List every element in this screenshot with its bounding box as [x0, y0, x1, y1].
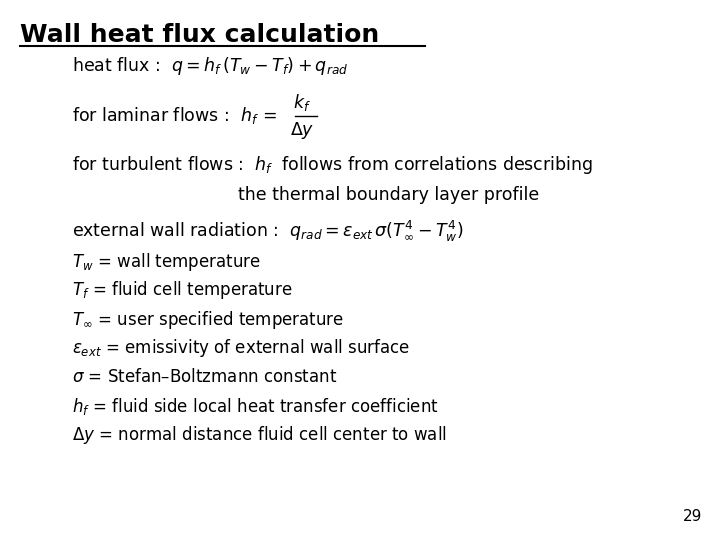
Text: $k_f$: $k_f$ [294, 92, 311, 113]
Text: the thermal boundary layer profile: the thermal boundary layer profile [238, 186, 539, 205]
Text: $\Delta y$ = normal distance fluid cell center to wall: $\Delta y$ = normal distance fluid cell … [72, 424, 447, 446]
Text: $T_{\infty}$ = user specified temperature: $T_{\infty}$ = user specified temperatur… [72, 309, 344, 330]
Text: external wall radiation :  $q_{rad} = \varepsilon_{ext}\,\sigma(T_{\infty}^{4} -: external wall radiation : $q_{rad} = \va… [72, 219, 464, 244]
Text: $\sigma$ = Stefan–Boltzmann constant: $\sigma$ = Stefan–Boltzmann constant [72, 368, 337, 386]
Text: $\Delta y$: $\Delta y$ [290, 120, 315, 141]
Text: $h_f$ = fluid side local heat transfer coefficient: $h_f$ = fluid side local heat transfer c… [72, 396, 438, 416]
Text: $\varepsilon_{ext}$ = emissivity of external wall surface: $\varepsilon_{ext}$ = emissivity of exte… [72, 338, 410, 359]
Text: $T_f$ = fluid cell temperature: $T_f$ = fluid cell temperature [72, 279, 292, 301]
Text: 29: 29 [683, 509, 702, 524]
Text: heat flux :  $q = h_f\,(T_w - T_f) + q_{rad}$: heat flux : $q = h_f\,(T_w - T_f) + q_{r… [72, 55, 348, 77]
Text: $T_w$ = wall temperature: $T_w$ = wall temperature [72, 251, 261, 273]
Text: for turbulent flows :  $h_f$  follows from correlations describing: for turbulent flows : $h_f$ follows from… [72, 154, 593, 176]
Text: for laminar flows :  $h_f\,=$: for laminar flows : $h_f\,=$ [72, 105, 277, 126]
Text: Wall heat flux calculation: Wall heat flux calculation [20, 23, 379, 46]
